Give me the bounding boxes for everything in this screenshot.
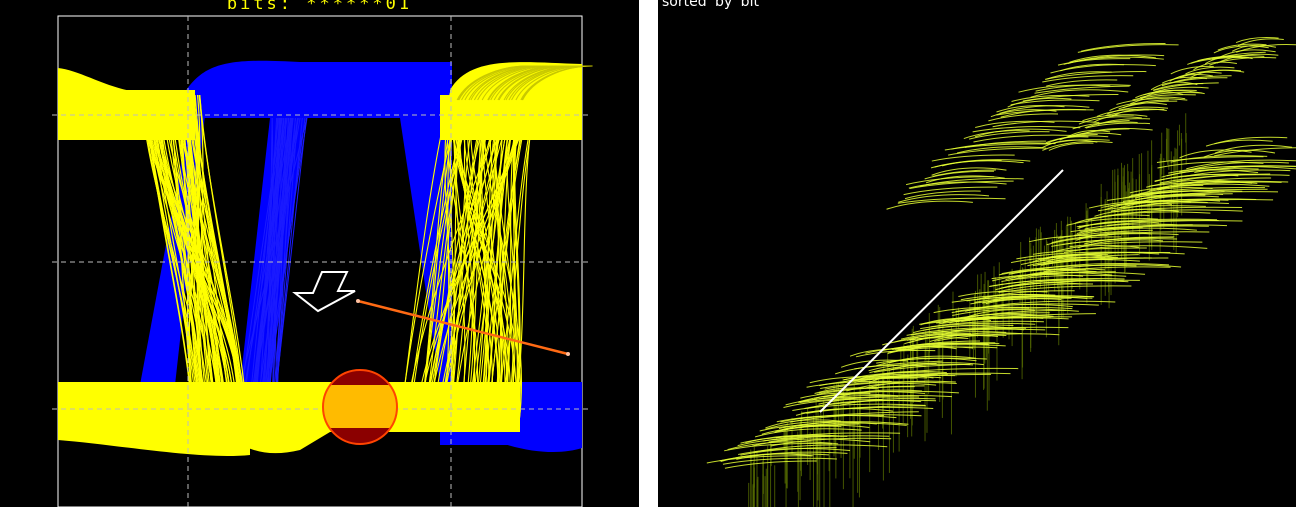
sorted-trace — [904, 187, 998, 195]
sorted-trace — [721, 454, 814, 462]
left-plot-title: bits: ******01 — [0, 0, 639, 14]
right-plot-title: sorted by bit — [662, 0, 759, 10]
cursor-line-start-handle[interactable] — [356, 299, 360, 303]
sorted-trace-bundle — [707, 38, 1296, 469]
cursor-line-end-handle[interactable] — [566, 352, 570, 356]
sorted-trace — [1060, 64, 1124, 70]
left-plot-canvas — [0, 0, 639, 507]
panel-separator — [639, 0, 658, 507]
left-eye-diagram-panel: bits: ******01 — [0, 0, 639, 507]
sorted-trace — [1049, 143, 1094, 150]
sorted-trace — [1162, 78, 1227, 86]
yellow-trace-region — [58, 425, 250, 456]
blue-trace-region — [185, 61, 452, 95]
yellow-trace-region — [58, 68, 140, 100]
blue-trace-region — [190, 92, 452, 118]
right-sorted-panel: sorted by bit — [658, 0, 1296, 507]
sorted-trace — [1215, 145, 1292, 153]
arrow-cursor-icon[interactable] — [295, 272, 355, 311]
blue-trace-region — [400, 118, 452, 385]
cursor-line[interactable] — [358, 301, 568, 354]
right-plot-canvas — [658, 0, 1296, 507]
marker-circle-icon[interactable] — [322, 369, 398, 446]
